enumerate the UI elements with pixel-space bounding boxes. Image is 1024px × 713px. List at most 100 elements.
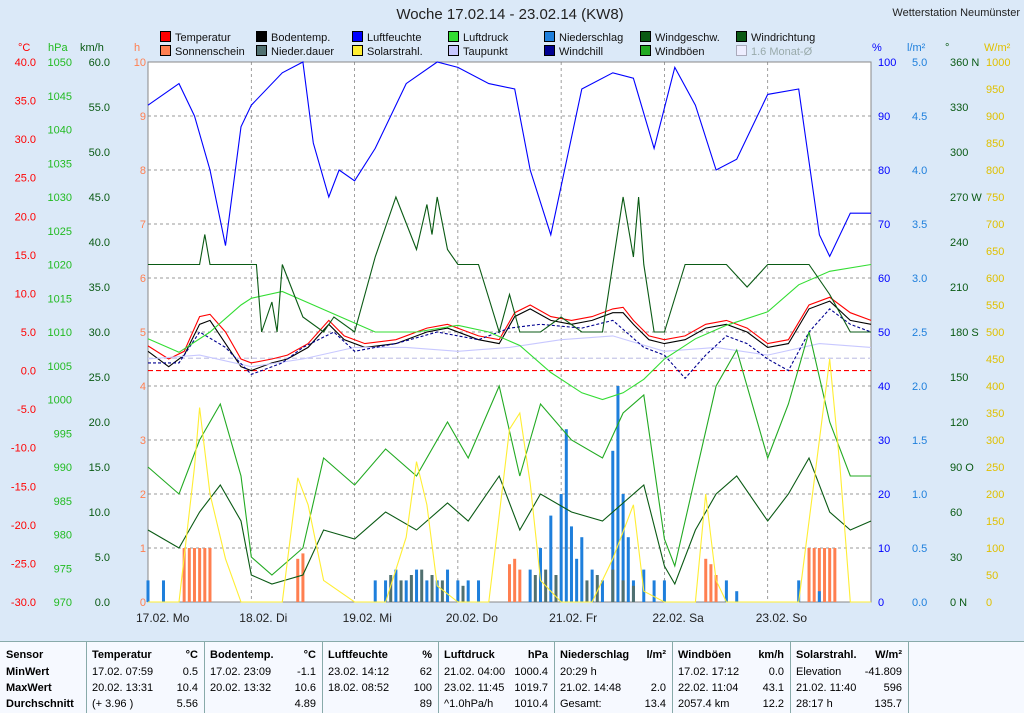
- bar-niederdauer: [554, 575, 558, 602]
- stats-value: 4.89: [294, 698, 316, 710]
- bar-niederschlag: [528, 569, 532, 602]
- tick-label-direction_deg: 180 S: [950, 327, 979, 339]
- legend-swatch: [448, 45, 459, 56]
- stats-column: Temperatur °C 17.02. 07:59 0.5 20.02. 13:31 1…: [86, 642, 205, 713]
- bar-niederdauer: [430, 575, 434, 602]
- tick-label-direction_deg: 0 N: [950, 597, 967, 609]
- stats-value: 1019.7: [514, 682, 548, 694]
- bar-niederschlag: [384, 580, 388, 602]
- x-label: 21.02. Fr: [549, 611, 597, 625]
- tick-label-wind_kmh: 25.0: [89, 372, 110, 384]
- stats-value: -1.1: [297, 666, 316, 678]
- legend-label: Bodentemp.: [271, 32, 331, 44]
- stats-header: Windböen: [678, 649, 732, 661]
- legend-label: Taupunkt: [463, 46, 508, 58]
- tick-label-humidity_pct: 20: [878, 489, 890, 501]
- stats-label: Elevation: [796, 666, 842, 678]
- stats-value: 10.4: [176, 682, 198, 694]
- tick-label-humidity_pct: 60: [878, 273, 890, 285]
- legend-label: Sonnenschein: [175, 46, 245, 58]
- bar-sonnenschein: [187, 548, 191, 602]
- tick-label-temp_c: 40.0: [15, 57, 36, 69]
- stats-label: Durchschnitt: [6, 698, 74, 710]
- tick-label-solar_wm2: 750: [986, 192, 1004, 204]
- tick-label-humidity_pct: 0: [878, 597, 884, 609]
- tick-label-temp_c: -5.0: [17, 404, 36, 416]
- bar-niederdauer: [461, 585, 465, 602]
- stats-column: Solarstrahl. W/m² Elevation -41.809 21.02. 1…: [790, 642, 909, 713]
- bar-niederdauer: [399, 580, 403, 602]
- legend-item: Luftdruck: [448, 31, 508, 44]
- tick-label-hours: 1: [140, 543, 146, 555]
- legend: Temperatur Bodentemp. Luftfeuchte Luftdruck…: [160, 31, 860, 61]
- bar-sonnenschein: [203, 548, 207, 602]
- tick-label-temp_c: -25.0: [11, 558, 36, 570]
- tick-label-pressure_hpa: 1000: [48, 395, 72, 407]
- bar-niederschlag: [404, 580, 408, 602]
- stats-unit: W/m²: [875, 649, 902, 661]
- bar-niederdauer: [420, 569, 424, 602]
- legend-label: Windgeschw.: [655, 32, 720, 44]
- tick-label-wind_kmh: 50.0: [89, 147, 110, 159]
- stats-column: Luftfeuchte% 23.02. 14:12 62 18.02. 08:52 10…: [322, 642, 439, 713]
- tick-label-rain_lm2: 0.0: [912, 597, 927, 609]
- tick-label-temp_c: 10.0: [15, 288, 36, 300]
- tick-label-wind_kmh: 60.0: [89, 57, 110, 69]
- tick-label-solar_wm2: 700: [986, 219, 1004, 231]
- stats-label: 22.02. 11:04: [678, 682, 739, 694]
- axis-unit-kmh: km/h: [80, 42, 104, 54]
- stats-value: 596: [883, 682, 902, 694]
- tick-label-wind_kmh: 55.0: [89, 102, 110, 114]
- stats-row: 2057.4 km 12.2: [678, 698, 784, 712]
- stats-value: 2.0: [650, 682, 666, 694]
- stats-header: Solarstrahl.: [796, 649, 857, 661]
- tick-label-temp_c: -10.0: [11, 443, 36, 455]
- tick-label-hours: 10: [134, 57, 146, 69]
- bar-niederschlag: [652, 580, 656, 602]
- tick-label-pressure_hpa: 985: [54, 496, 72, 508]
- bar-sonnenschein: [828, 548, 832, 602]
- stats-row: 23.02. 14:12 62: [328, 666, 432, 680]
- bar-sonnenschein: [518, 569, 522, 602]
- tick-label-temp_c: 35.0: [15, 96, 36, 108]
- bar-niederschlag: [621, 494, 625, 602]
- legend-item: Temperatur: [160, 31, 231, 44]
- tick-label-temp_c: -20.0: [11, 520, 36, 532]
- tick-label-rain_lm2: 2.0: [912, 381, 927, 393]
- tick-label-rain_lm2: 3.5: [912, 219, 927, 231]
- bar-niederdauer: [621, 580, 625, 602]
- tick-label-hours: 9: [140, 111, 146, 123]
- x-label: 22.02. Sa: [652, 611, 704, 625]
- legend-swatch: [640, 45, 651, 56]
- stats-value: 10.6: [294, 682, 316, 694]
- axis-unit-temp: °C: [18, 42, 30, 54]
- stats-value: 89: [419, 698, 432, 710]
- stats-row: MinWert: [6, 666, 80, 680]
- stats-row: 23.02. 11:45 1019.7: [444, 682, 548, 696]
- stats-column: Luftdruck hPa 21.02. 04:00 1000.4 23.02. 11:…: [438, 642, 555, 713]
- tick-label-wind_kmh: 40.0: [89, 237, 110, 249]
- bar-sonnenschein: [833, 548, 837, 602]
- bar-sonnenschein: [513, 558, 517, 602]
- tick-label-wind_kmh: 5.0: [95, 552, 110, 564]
- tick-label-direction_deg: 60: [950, 507, 962, 519]
- tick-label-rain_lm2: 1.5: [912, 435, 927, 447]
- bar-niederschlag: [600, 580, 604, 602]
- bar-niederschlag: [575, 558, 579, 602]
- axis-unit-h: h: [134, 42, 140, 54]
- tick-label-solar_wm2: 500: [986, 327, 1004, 339]
- stats-value: 5.56: [176, 698, 198, 710]
- tick-label-pressure_hpa: 1035: [48, 158, 72, 170]
- stats-label: MinWert: [6, 666, 50, 678]
- tick-label-solar_wm2: 800: [986, 165, 1004, 177]
- stats-header: Temperatur: [92, 649, 152, 661]
- legend-swatch: [544, 45, 555, 56]
- tick-label-rain_lm2: 5.0: [912, 57, 927, 69]
- bar-niederschlag: [611, 450, 615, 602]
- stats-row: 17.02. 23:09 -1.1: [210, 666, 316, 680]
- tick-label-pressure_hpa: 1015: [48, 293, 72, 305]
- bar-niederschlag: [394, 569, 398, 602]
- tick-label-pressure_hpa: 1005: [48, 361, 72, 373]
- tick-label-temp_c: 5.0: [21, 327, 36, 339]
- bar-niederschlag: [373, 580, 377, 602]
